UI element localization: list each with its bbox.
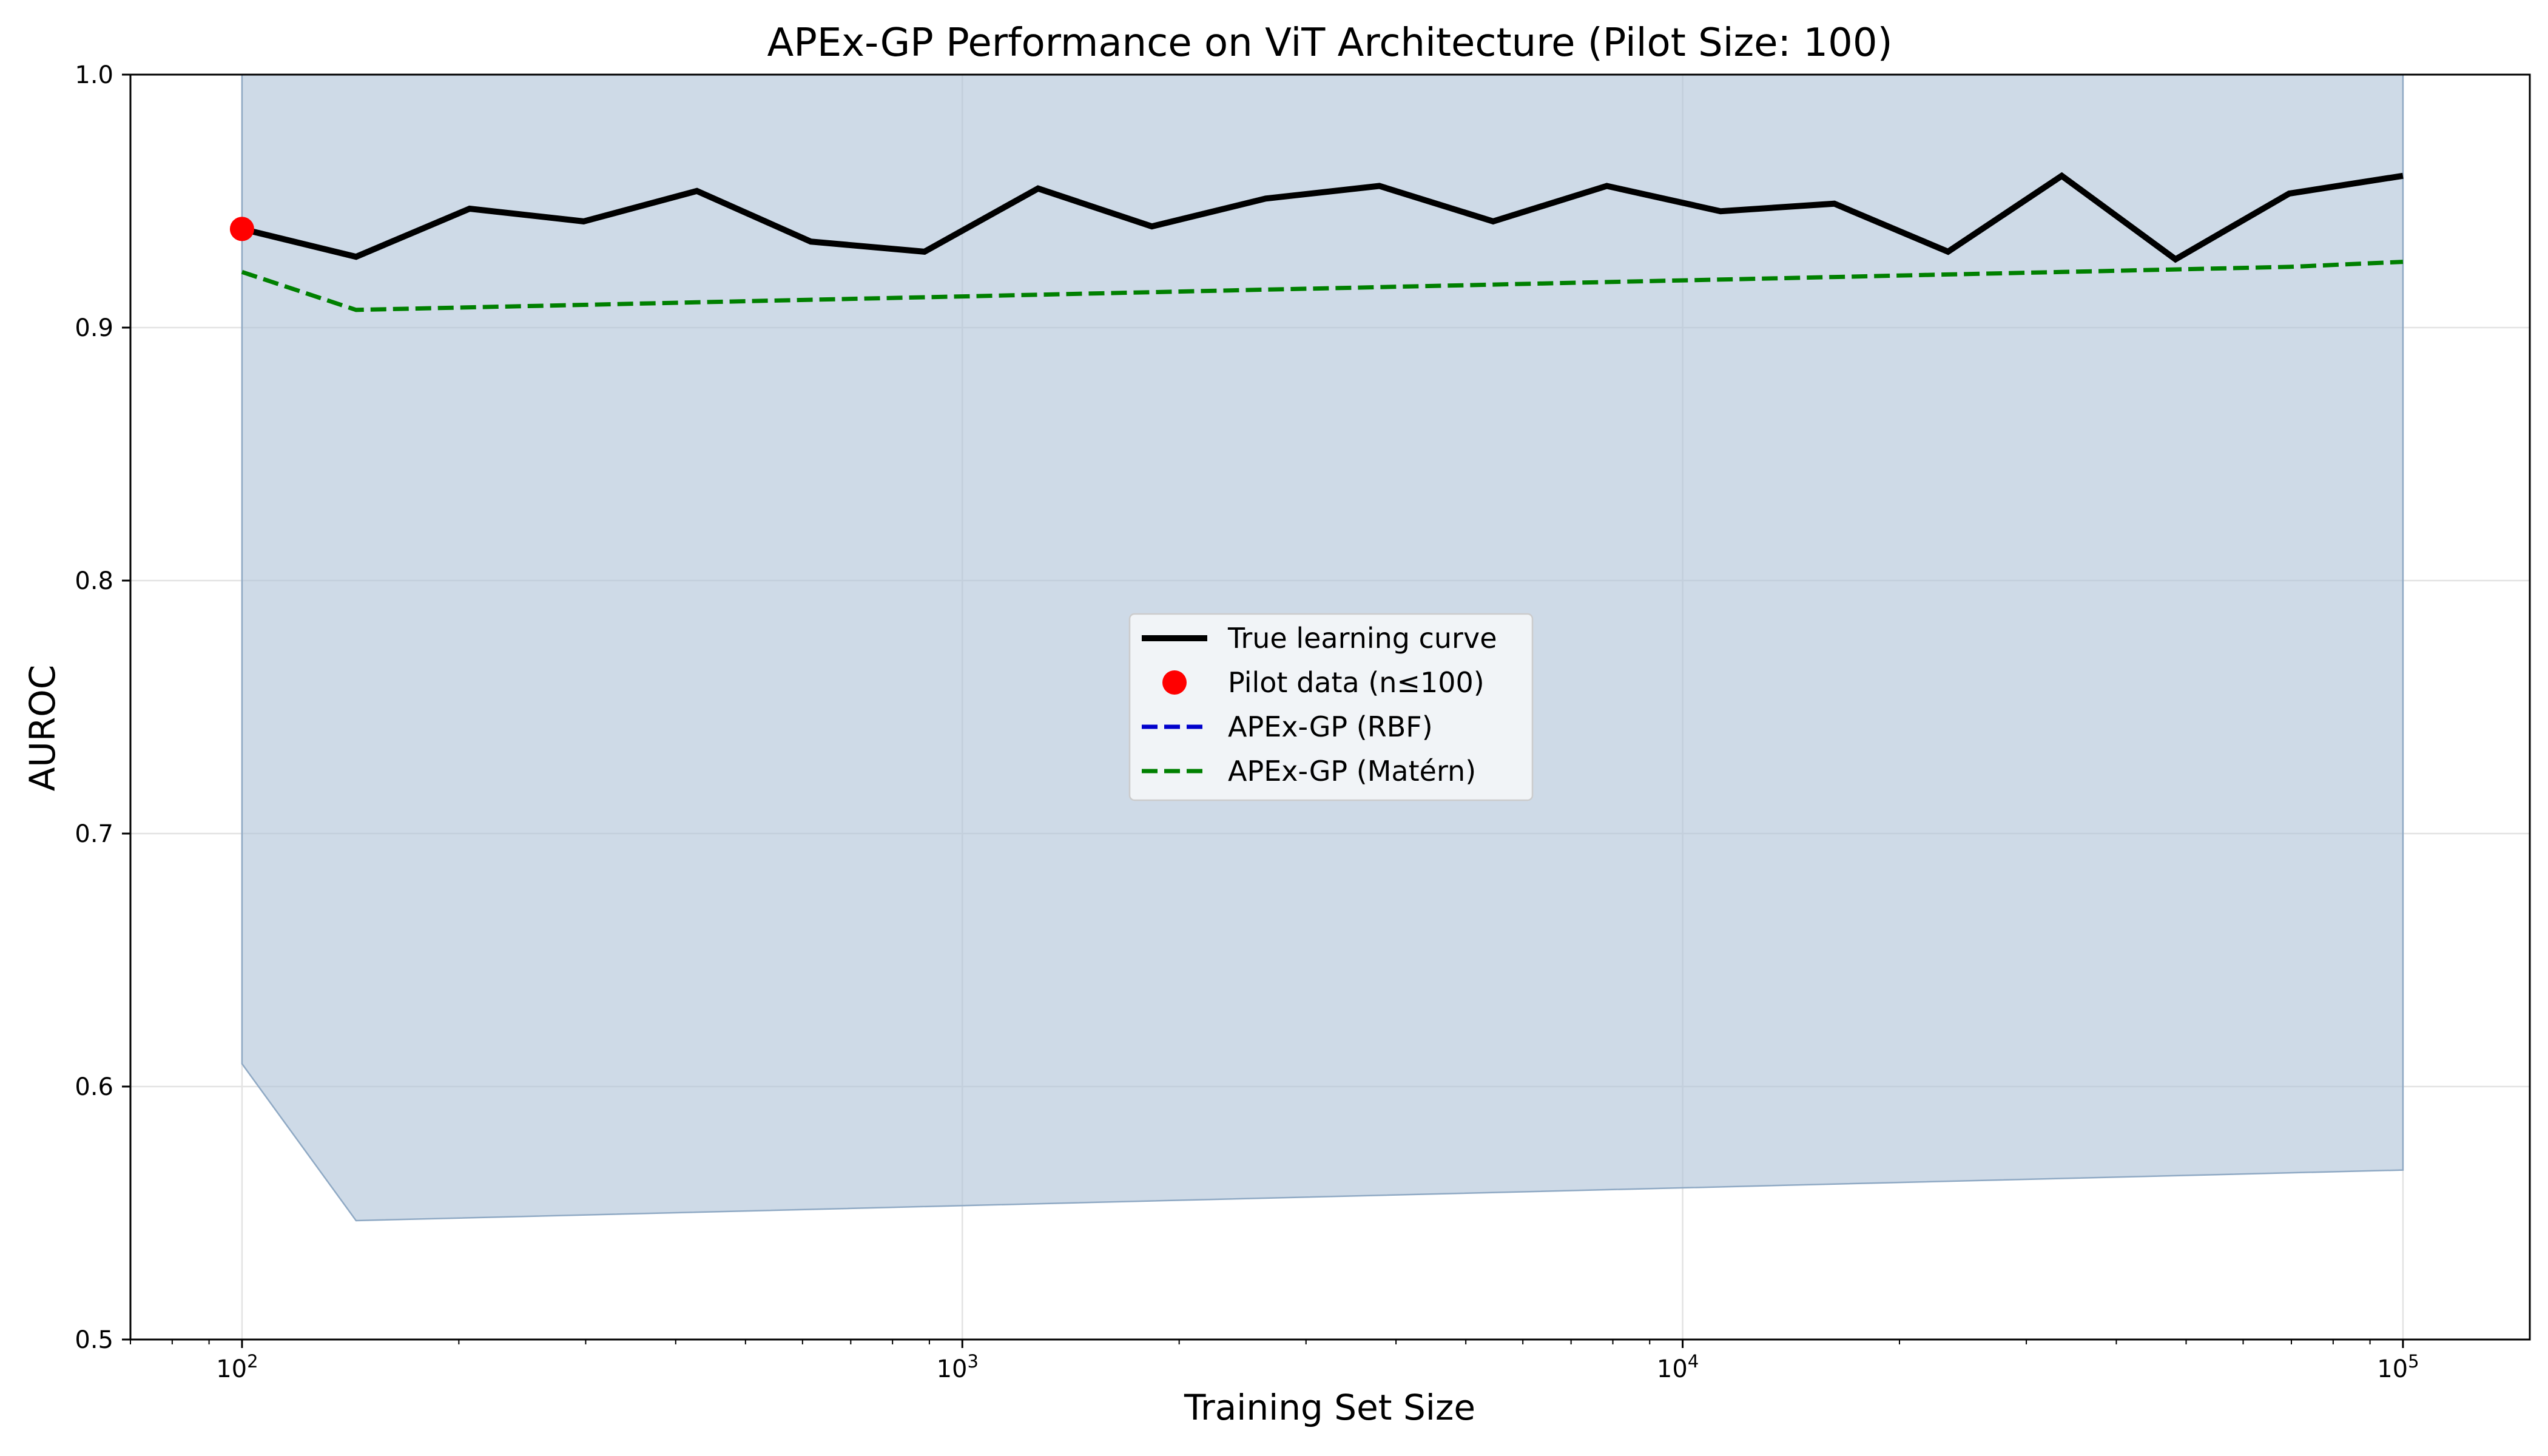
- legend-label: APEx-GP (Matérn): [1228, 755, 1476, 787]
- legend-swatch-marker: [1162, 670, 1187, 695]
- y-tick-label: 0.7: [75, 820, 113, 848]
- x-tick-label: 105: [2377, 1351, 2419, 1383]
- y-tick-label: 0.5: [75, 1326, 113, 1354]
- axes-frame: [129, 73, 2531, 1341]
- plot-area: 0.5 0.6 0.7 0.8 0.9 1.0 102 103 104 105 True learn…: [75, 61, 2531, 1383]
- series-line-apex-gp-mat-rn: [241, 260, 2404, 312]
- x-tick-label: 103: [937, 1351, 979, 1383]
- series-line-true-learning-curve: [241, 172, 2404, 263]
- x-tick-label: 104: [1657, 1351, 1699, 1383]
- y-axis-label: AUROC: [22, 665, 63, 792]
- legend: True learning curve Pilot data (n≤100) APE…: [1128, 613, 1534, 801]
- x-axis-label: Training Set Size: [1184, 1387, 1475, 1428]
- chart-title: APEx-GP Performance on ViT Architecture …: [767, 21, 1892, 66]
- y-tick-label: 0.9: [75, 314, 113, 342]
- legend-label: APEx-GP (RBF): [1228, 710, 1433, 743]
- pilot-data-point: [229, 217, 254, 241]
- y-tick-label: 1.0: [75, 61, 113, 89]
- y-tick-label: 0.6: [75, 1073, 113, 1101]
- x-tick-label: 102: [216, 1351, 258, 1383]
- y-tick-label: 0.8: [75, 567, 113, 595]
- legend-label: True learning curve: [1227, 622, 1497, 655]
- legend-box: [1128, 613, 1534, 801]
- legend-label: Pilot data (n≤100): [1228, 666, 1485, 699]
